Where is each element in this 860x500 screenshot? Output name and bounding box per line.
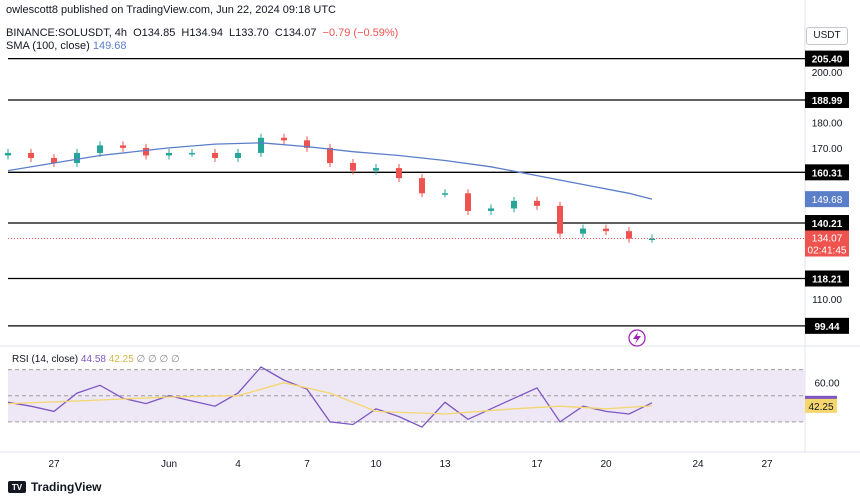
level-tag-label: 99.44 [814,322,839,333]
candle-body [580,228,586,234]
tv-mark-icon: TV [8,481,26,493]
rsi-pane [7,366,805,428]
sma-value: 149.68 [92,40,127,52]
candle-body [235,152,241,158]
sma-line [7,142,653,200]
level-tag [805,270,849,287]
level-tag [805,164,849,181]
countdown-label: 02:41:45 [808,246,847,257]
candle-body [304,140,310,148]
candle-body [419,178,425,194]
x-tick-label: 7 [304,459,310,470]
candle-body [396,168,402,179]
x-tick-label: 10 [370,459,382,470]
x-tick-label: 20 [600,459,612,470]
rsi-line [7,366,653,428]
close-value: C134.07 [274,27,317,39]
candle-body [120,145,126,148]
candle-body [557,205,563,234]
symbol-label[interactable]: BINANCE:SOLUSDT, 4h [6,27,128,39]
rsi-ma-tag [805,398,837,413]
y-tick-label: 170.00 [812,144,843,155]
level-tag-label: 118.21 [812,275,842,286]
symbol-ohlc-legend: BINANCE:SOLUSDT, 4h O134.85 H134.94 L133… [6,27,401,39]
publish-info: owlescott8 published on TradingView.com,… [6,4,336,16]
rsi-label: RSI (14, close) [12,354,79,365]
sma-legend[interactable]: SMA (100, close) 149.68 [6,40,126,52]
lightning-icon[interactable] [628,329,646,347]
candle-body [603,228,609,232]
sma-tag-label: 149.68 [812,195,843,206]
sma-tag [805,191,849,208]
level-tag-label: 140.21 [812,219,843,230]
candle-body [281,137,287,141]
last-price-label: 134.07 [812,234,843,245]
level-tag [805,215,849,232]
candle-body [626,231,632,239]
rsi-ma-value: 42.25 [108,354,134,365]
candle-body [327,147,333,164]
candle-body [74,152,80,164]
rsi-ma-line [7,382,653,415]
candle-body [511,200,517,209]
change-value: −0.79 (−0.59%) [322,27,399,39]
candle-body [442,193,448,195]
high-value: H134.94 [181,27,223,39]
candle-body [5,152,11,156]
x-tick-label: 13 [439,459,451,470]
candle-body [258,137,264,153]
candle-body [28,152,34,158]
low-value: L133.70 [229,27,269,39]
candle-body [51,157,57,164]
candle-body [143,147,149,156]
candle-body [649,238,655,241]
y-tick-label: 110.00 [812,295,842,306]
level-tag-label: 160.31 [812,168,843,179]
level-tag-label: 205.40 [812,55,843,66]
last-price-tag [805,230,849,257]
candle-body [212,152,218,158]
candle-body [350,163,356,171]
x-tick-label: 4 [235,459,241,470]
x-tick-label: 24 [692,459,704,470]
rsi-y-tick-label: 60.00 [814,379,839,390]
level-tag-label: 188.99 [812,96,843,107]
level-tag [805,317,849,334]
level-tag [805,50,849,67]
axes: 205.40 188.99 160.31 140.21 118.21 99.44 110.0… [48,50,849,470]
candle-body [189,152,195,155]
y-tick-label: 180.00 [812,119,843,130]
rsi-ma-tag-label: 42.25 [808,402,833,413]
rsi-extra: ∅ ∅ ∅ ∅ [136,354,180,365]
x-tick-label: 27 [761,459,773,470]
brand-label: TradingView [31,480,102,494]
open-value: O134.85 [133,27,176,39]
x-tick-label: 27 [48,459,60,470]
x-tick-label: Jun [161,459,177,470]
rsi-legend[interactable]: RSI (14, close) 44.58 42.25 ∅ ∅ ∅ ∅ [12,354,180,365]
candle-body [534,200,540,206]
tradingview-logo[interactable]: TV TradingView [8,480,101,494]
candle-body [97,145,103,153]
rsi-value: 44.58 [80,354,106,365]
candle-body [465,193,471,211]
x-tick-label: 17 [531,459,543,470]
level-tag [805,91,849,108]
candle-body [166,152,172,156]
price-pane [5,57,805,327]
y-tick-label: 200.00 [812,68,843,79]
candle-body [373,168,379,171]
candle-body [488,208,494,211]
sma-label: SMA (100, close) [6,40,90,52]
currency-button[interactable]: USDT [806,27,848,45]
